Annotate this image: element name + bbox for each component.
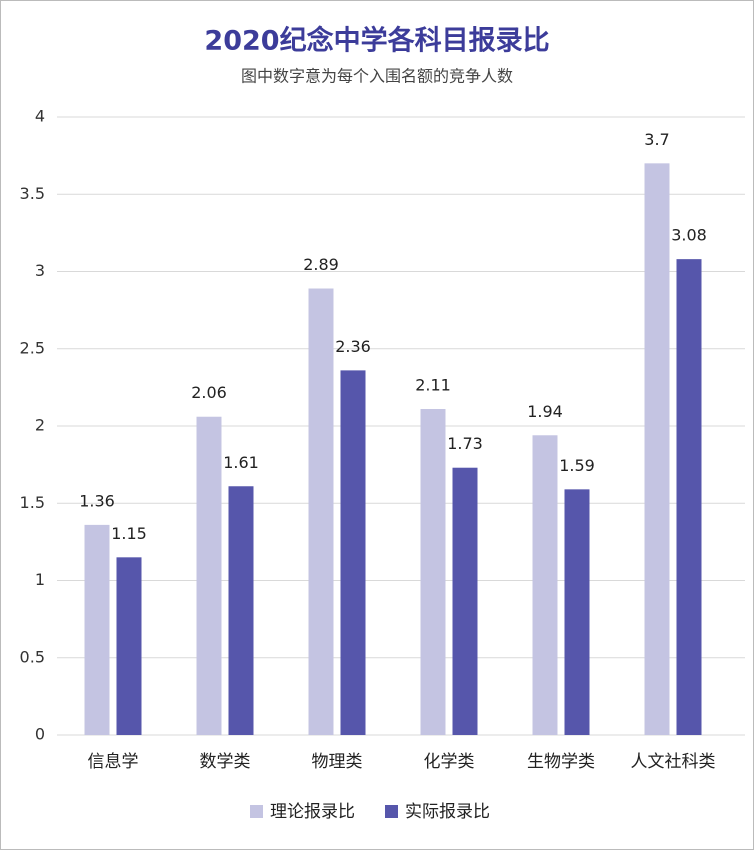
value-label: 1.94: [527, 402, 563, 421]
value-label: 1.73: [447, 434, 483, 453]
bar: [676, 259, 702, 735]
y-tick-label: 2: [35, 416, 45, 435]
x-tick-label: 化学类: [424, 752, 475, 772]
x-tick-label: 物理类: [312, 752, 363, 772]
value-label: 3.7: [644, 130, 669, 149]
bar: [420, 409, 446, 735]
bar: [228, 486, 254, 735]
bar: [644, 163, 670, 736]
legend-swatch: [250, 805, 263, 818]
chart-title: 2020纪念中学各科目报录比: [204, 25, 549, 57]
x-tick-label: 数学类: [200, 752, 251, 772]
y-tick-label: 2.5: [20, 338, 45, 357]
y-tick-label: 3: [35, 261, 45, 280]
y-tick-label: 3.5: [20, 184, 45, 203]
bar: [84, 524, 110, 735]
legend-label: 理论报录比: [270, 802, 355, 822]
value-label: 2.89: [303, 255, 339, 274]
value-label: 2.06: [191, 383, 227, 402]
legend-label: 实际报录比: [405, 802, 490, 822]
bar: [116, 557, 142, 735]
bar: [452, 467, 478, 735]
y-tick-label: 1.5: [20, 493, 45, 512]
bar: [196, 416, 222, 735]
value-label: 1.36: [79, 491, 115, 510]
value-label: 1.15: [111, 524, 147, 543]
x-tick-label: 生物学类: [527, 752, 595, 772]
y-tick-label: 0: [35, 725, 45, 744]
value-label: 1.61: [223, 453, 259, 472]
value-label: 1.59: [559, 456, 595, 475]
x-tick-label: 人文社科类: [631, 752, 716, 772]
y-tick-label: 1: [35, 570, 45, 589]
value-label: 2.36: [335, 337, 371, 356]
bar: [308, 288, 334, 735]
bar: [532, 435, 558, 735]
bar: [340, 370, 366, 735]
bar: [564, 489, 590, 735]
x-tick-label: 信息学: [88, 752, 139, 772]
legend-swatch: [385, 805, 398, 818]
value-label: 2.11: [415, 376, 451, 395]
y-tick-label: 4: [35, 107, 45, 126]
value-label: 3.08: [671, 226, 707, 245]
chart-subtitle: 图中数字意为每个入围名额的竞争人数: [241, 67, 513, 86]
y-tick-label: 0.5: [20, 647, 45, 666]
